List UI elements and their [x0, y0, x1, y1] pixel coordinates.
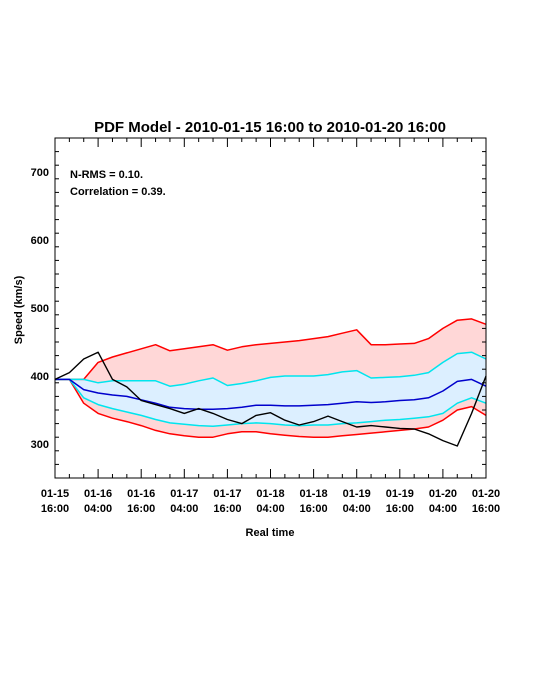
series-line-observed — [54, 351, 487, 447]
x-tick-label: 01-15 — [41, 488, 69, 500]
x-tick-label: 04:00 — [170, 503, 198, 515]
chart-title: PDF Model - 2010-01-15 16:00 to 2010-01-… — [94, 119, 446, 136]
x-tick-label: 01-20 — [472, 488, 500, 500]
y-axis-label: Speed (km/s) — [13, 275, 25, 344]
x-tick-label: 01-18 — [300, 488, 328, 500]
x-tick-label: 04:00 — [343, 503, 371, 515]
nrms-annotation: N-RMS = 0.10. — [70, 169, 143, 181]
x-tick-label: 04:00 — [429, 503, 457, 515]
x-tick-label: 16:00 — [300, 503, 328, 515]
x-tick-label: 01-16 — [127, 488, 155, 500]
x-tick-label: 01-16 — [84, 488, 112, 500]
series-line-band-upper — [55, 318, 487, 381]
x-tick-label: 16:00 — [41, 503, 69, 515]
x-tick-label: 01-19 — [343, 488, 371, 500]
x-tick-label: 01-20 — [429, 488, 457, 500]
y-tick-label: 400 — [31, 371, 49, 383]
x-tick-label: 16:00 — [213, 503, 241, 515]
x-tick-label: 01-17 — [213, 488, 241, 500]
y-tick-label: 600 — [31, 235, 49, 247]
inner-band-fill — [55, 352, 486, 427]
x-tick-label: 16:00 — [127, 503, 155, 515]
series-line-inner-lower — [55, 378, 487, 428]
series-line-median — [55, 378, 487, 411]
correlation-annotation: Correlation = 0.39. — [70, 186, 166, 198]
x-tick-label: 01-19 — [386, 488, 414, 500]
x-tick-label: 04:00 — [84, 503, 112, 515]
x-tick-label: 16:00 — [472, 503, 500, 515]
x-tick-label: 16:00 — [386, 503, 414, 515]
y-tick-label: 500 — [31, 303, 49, 315]
y-tick-label: 300 — [31, 439, 49, 451]
x-tick-label: 04:00 — [256, 503, 284, 515]
y-tick-label: 700 — [31, 167, 49, 179]
x-tick-label: 01-18 — [256, 488, 284, 500]
x-tick-label: 01-17 — [170, 488, 198, 500]
series-line-inner-upper — [55, 351, 487, 387]
x-axis-label: Real time — [246, 527, 295, 539]
